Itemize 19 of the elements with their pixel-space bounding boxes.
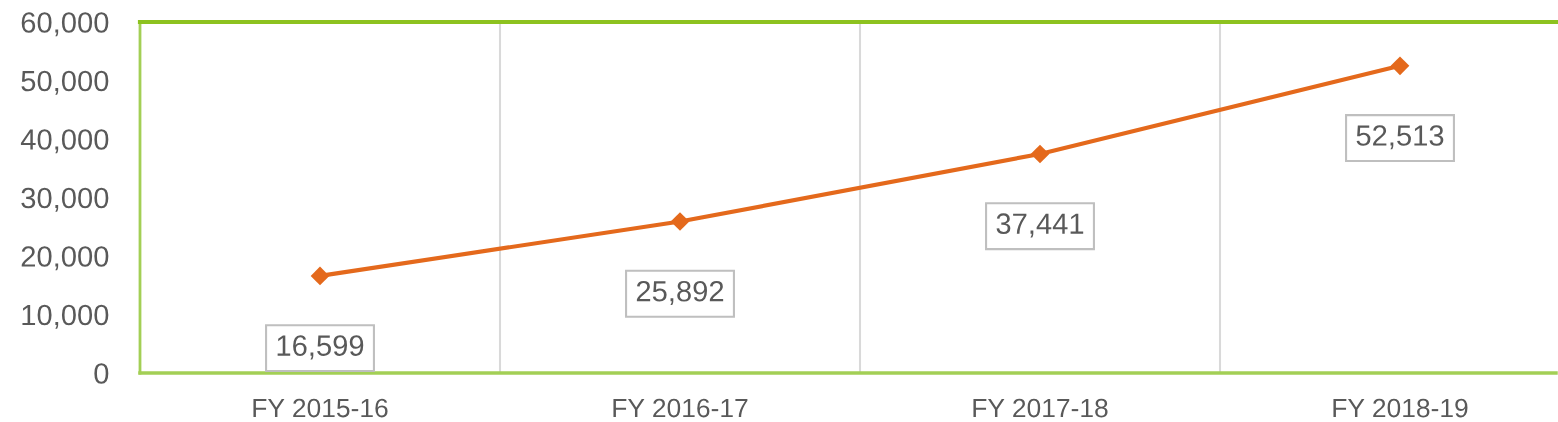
- data-label: 16,599: [277, 335, 364, 360]
- point: [1390, 56, 1410, 76]
- data-label: 25,892: [636, 280, 724, 306]
- y-tick-label: 60,000: [21, 12, 109, 37]
- x-tick-label: FY 2017-18: [973, 398, 1108, 418]
- x-tick-label: FY 2018-19: [1333, 398, 1468, 418]
- x-tick-label: FY 2015-16: [253, 398, 388, 418]
- data-label: 52,513: [1356, 125, 1444, 150]
- y-tick-label: 40,000: [20, 129, 109, 154]
- y-tick-label: 50,000: [21, 70, 109, 95]
- x-tick-label: FY 2016-17: [613, 398, 748, 418]
- y-tick-label: 20,000: [21, 246, 109, 271]
- y-tick-label: 30,000: [21, 187, 109, 212]
- y-tick-label: 0: [94, 363, 109, 384]
- point: [310, 266, 330, 286]
- y-tick-label: 10,000: [22, 304, 109, 329]
- data-label: 37,441: [996, 213, 1084, 238]
- point: [670, 212, 690, 231]
- point: [1030, 144, 1050, 164]
